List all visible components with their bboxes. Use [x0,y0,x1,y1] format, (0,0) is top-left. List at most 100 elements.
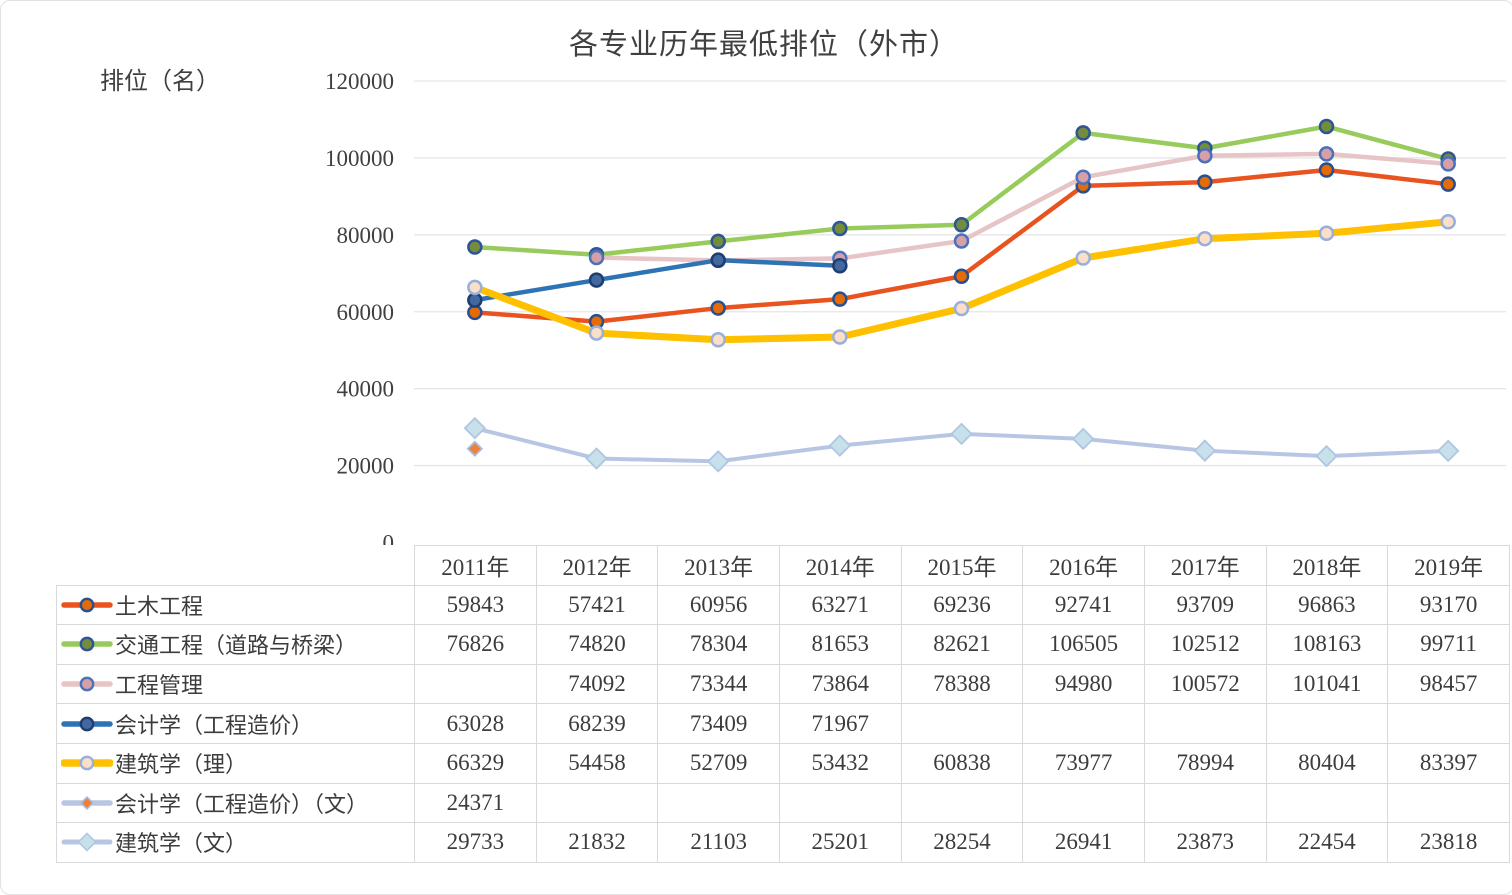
value-cell: 73977 [1022,742,1145,784]
value-cell: 60956 [657,584,780,626]
year-header-cell: 2011年 [414,545,537,586]
legend-label: 土木工程 [115,593,204,619]
data-point-marker [1075,250,1091,266]
data-point-marker [832,329,848,345]
data-point-marker [1440,176,1456,192]
value-cell: 23818 [1387,822,1510,863]
year-header-cell: 2012年 [535,545,659,586]
value-cell [1265,782,1389,824]
data-point-marker [79,795,95,810]
legend-cell: 建筑学（文） [56,822,415,863]
value-cell [1387,703,1510,744]
legend-cell: 土木工程 [56,584,415,626]
data-point-marker [710,300,726,316]
value-cell: 106505 [1022,624,1145,665]
y-tick-label: 60000 [337,300,395,325]
data-point-marker [828,434,852,457]
data-point-marker [463,416,487,440]
data-point-marker [588,249,605,266]
value-cell: 74820 [535,624,659,665]
value-cell: 76826 [414,624,537,665]
value-cell: 73864 [778,663,902,705]
year-header-cell: 2014年 [778,545,902,586]
year-header-cell: 2017年 [1143,545,1267,586]
value-cell [1022,782,1145,824]
value-cell [1143,703,1267,744]
series-group [466,440,484,458]
data-point-marker [832,220,848,237]
value-cell: 57421 [535,584,659,626]
data-point-marker [1197,230,1213,247]
value-cell [414,663,537,705]
value-cell [657,782,780,824]
value-cell: 25201 [778,822,902,863]
data-point-marker [79,597,95,613]
table-row: 交通工程（道路与桥梁） 76826 74820 78304 81653 82621 1065… [56,624,1510,665]
value-cell: 93170 [1387,584,1510,626]
y-tick-label: 20000 [337,454,395,479]
data-point-marker [467,279,483,296]
legend-swatch-icon [61,637,113,652]
value-cell: 94980 [1022,663,1145,705]
data-point-marker [585,447,608,470]
series-line [472,257,843,303]
value-cell [1143,782,1267,824]
data-point-marker [1075,125,1091,141]
value-cell: 96863 [1265,584,1389,626]
legend-cell: 建筑学（理） [56,742,415,784]
value-cell: 78388 [900,663,1024,705]
data-table: 2011年 2012年 2013年 2014年 2015年 2016年 2017年 2018年… [56,545,1510,863]
data-point-marker [1071,427,1095,451]
data-point-marker [1318,146,1335,162]
y-tick-label: 100000 [325,146,394,171]
value-cell: 63271 [778,584,902,626]
value-cell [1387,782,1510,824]
data-point-marker [1315,444,1338,468]
data-point-marker [706,450,730,473]
legend-cell: 工程管理 [56,663,415,705]
value-cell: 99711 [1387,624,1510,665]
data-point-marker [710,233,726,250]
y-tick-label: 40000 [337,377,395,402]
value-cell [1265,703,1389,744]
data-point-marker [1193,439,1217,462]
value-cell [535,782,659,824]
legend-label: 会计学（工程造价）（文） [115,791,369,817]
data-point-marker [953,268,970,284]
value-cell: 100572 [1143,663,1267,705]
data-point-marker [79,716,95,732]
value-cell: 22454 [1265,822,1389,863]
series-group [467,214,1456,348]
table-row: 会计学（工程造价） 63028 68239 73409 71967 [56,703,1510,744]
table-row: 工程管理 74092 73344 73864 78388 94980 100572 10104… [56,663,1510,705]
value-cell: 21103 [657,822,780,863]
year-header-cell: 2015年 [900,545,1024,586]
value-cell: 24371 [414,782,537,824]
value-cell: 93709 [1143,584,1267,626]
year-header-cell: 2019年 [1387,545,1510,586]
value-cell: 63028 [414,703,537,744]
data-point-marker [467,239,483,255]
value-cell: 78994 [1143,742,1267,784]
data-point-marker [953,217,970,233]
chart-title: 各专业历年最低排位（外市） [568,29,960,61]
value-cell [778,782,902,824]
legend-cell: 会计学（工程造价）（文） [56,782,415,824]
data-point-marker [832,291,848,307]
value-cell: 68239 [535,703,659,744]
data-point-marker [466,440,484,458]
data-point-marker [77,832,97,853]
table-row: 土木工程 59843 57421 60956 63271 69236 92741 93709 9… [56,584,1510,626]
value-cell: 73344 [657,663,780,705]
data-point-marker [1440,156,1456,172]
value-cell: 21832 [535,822,659,863]
legend-cell: 交通工程（道路与桥梁） [56,624,415,665]
y-axis-label: 排位（名） [100,69,220,95]
legend-swatch-icon [61,597,113,613]
value-cell: 23873 [1143,822,1267,863]
data-point-marker [79,637,95,652]
year-header-cell: 2018年 [1265,545,1389,586]
y-tick-label: 0 [383,531,395,546]
table-row: 建筑学（理） 66329 54458 52709 53432 60838 73977 7899… [56,742,1510,784]
